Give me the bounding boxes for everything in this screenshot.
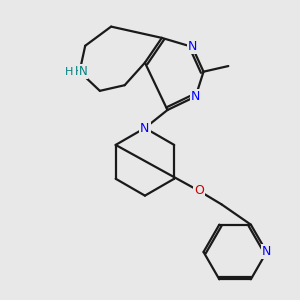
Text: N: N [79, 65, 87, 78]
Text: O: O [194, 184, 204, 197]
Text: N: N [140, 122, 150, 134]
Text: N: N [188, 40, 197, 53]
Text: N: N [262, 245, 271, 259]
Text: N: N [191, 90, 200, 103]
Text: H: H [75, 65, 84, 78]
Text: H: H [65, 67, 74, 77]
